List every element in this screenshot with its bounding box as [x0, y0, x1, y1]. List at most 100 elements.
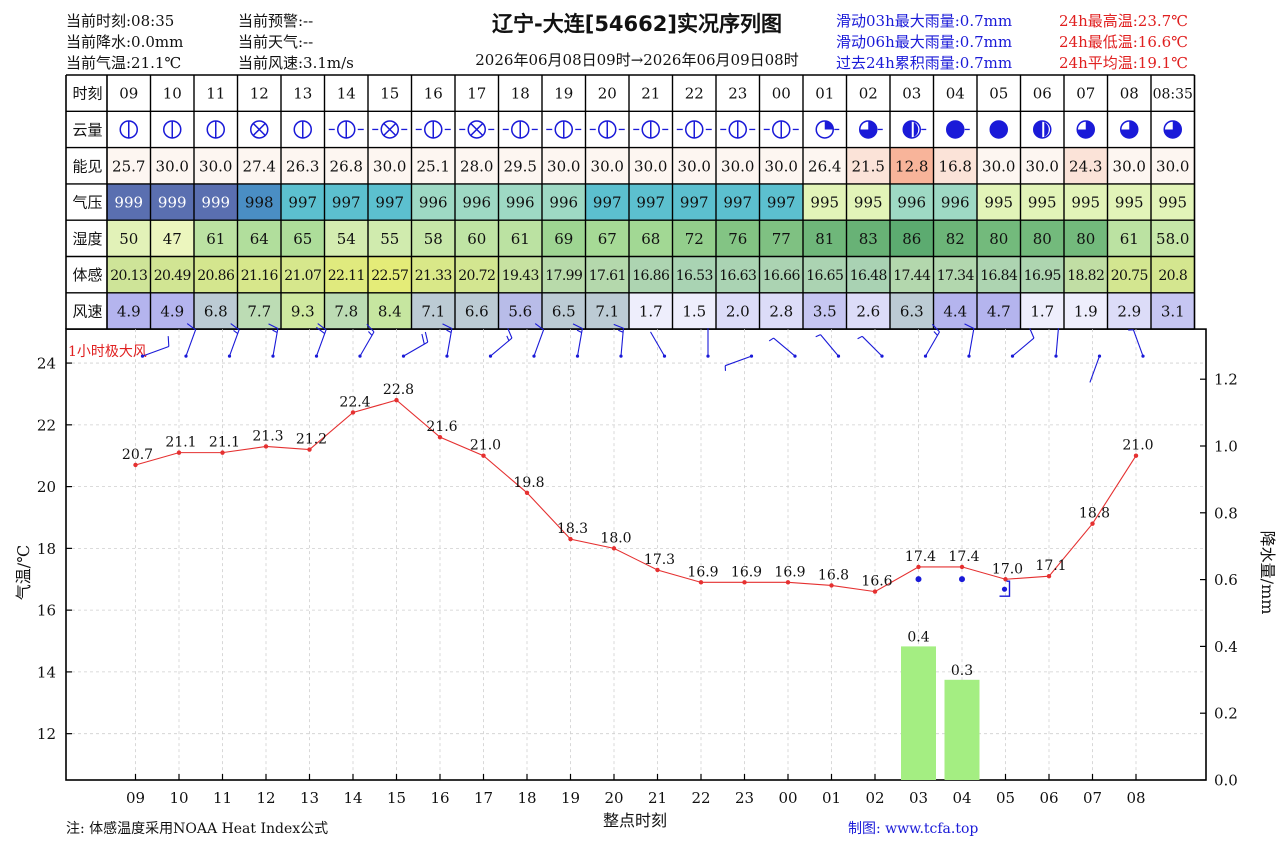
wind-barb-feather: [272, 329, 278, 333]
table-cell-feels-like: [1151, 256, 1195, 293]
cloud-cover-icon: [163, 120, 182, 139]
table-cell-visibility: [1020, 147, 1064, 184]
temperature-label: 19.8: [513, 475, 544, 491]
table-value-visibility: 24.3: [1069, 157, 1102, 175]
table-cell-wind-speed: [672, 292, 716, 330]
table-cell-pressure: [542, 183, 586, 221]
table-cell-hour: [498, 75, 542, 112]
table-hour-label: 04: [946, 85, 965, 103]
wind-barb-icon: [488, 328, 513, 358]
table-value-visibility: 30.0: [1026, 157, 1059, 175]
table-value-wind-speed: 4.7: [987, 302, 1011, 320]
table-value-wind-speed: 4.9: [117, 302, 141, 320]
current-status-block: 当前时刻:08:35 当前降水:0.0mm 当前气温:21.1℃: [66, 11, 183, 74]
table-value-visibility: 30.0: [678, 157, 711, 175]
cloud-cover-icon: [989, 120, 1008, 139]
table-hour-label: 06: [1033, 85, 1052, 103]
table-value-feels-like: 16.53: [676, 268, 713, 284]
x-tick-label: 21: [648, 789, 667, 807]
table-cell-wind-speed: [237, 292, 281, 330]
table-cell-hour: [890, 75, 934, 112]
table-value-humidity: 67: [598, 230, 617, 248]
table-value-pressure: 996: [506, 194, 535, 212]
table-cell-pressure: [1064, 183, 1108, 221]
wind-barb-shaft: [359, 331, 375, 357]
current-wind: 当前风速:3.1m/s: [238, 54, 354, 72]
table-cell-pressure: [107, 183, 151, 221]
table-hour-label: 21: [641, 85, 660, 103]
table-value-pressure: 995: [810, 194, 839, 212]
cloud-cross: [252, 122, 266, 136]
table-value-pressure: 995: [854, 194, 883, 212]
wind-barb-feather: [507, 328, 513, 339]
table-value-pressure: 999: [114, 194, 143, 212]
wind-barb-icon: [815, 334, 841, 358]
x-tick-label: 11: [213, 789, 232, 807]
table-row-label: 能见: [72, 157, 102, 175]
wind-barb-feather: [857, 335, 863, 340]
table-value-wind-speed: 2.0: [726, 302, 750, 320]
cloud-cover-icon: [902, 120, 927, 139]
temperature-point: [524, 490, 530, 495]
wind-barb-feather: [1029, 328, 1035, 339]
wind-barb-shaft: [446, 328, 453, 357]
wind-barb-icon: [1089, 354, 1102, 383]
y-right-tick-label: 1.2: [1214, 371, 1238, 389]
table-cell-humidity: [977, 220, 1021, 257]
table-cell-visibility: [1151, 147, 1195, 184]
table-value-wind-speed: 4.4: [943, 302, 967, 320]
table-value-visibility: 30.0: [547, 157, 580, 175]
table-hour-label: 15: [380, 85, 399, 103]
current-precip: 当前降水:0.0mm: [66, 33, 184, 51]
temperature-point: [307, 447, 312, 452]
table-value-pressure: 997: [332, 194, 361, 212]
table-hour-label: 12: [250, 85, 269, 103]
table-cell-pressure: [933, 183, 977, 221]
table-cell-feels-like: [585, 256, 629, 293]
table-value-pressure: 995: [1158, 194, 1187, 212]
wind-barb-icon: [706, 328, 710, 358]
table-cell-humidity: [194, 220, 238, 257]
temperature-label: 21.2: [296, 432, 327, 448]
temp-stats-block: 24h最高温:23.7℃ 24h最低温:16.6℃ 24h平均温:19.1℃: [1059, 11, 1188, 74]
table-hour-label: 02: [859, 85, 878, 103]
y-tick-label: 20: [37, 478, 56, 496]
table-value-feels-like: 20.75: [1111, 268, 1148, 284]
table-value-humidity: 80: [1076, 230, 1095, 248]
table-cell-pressure: [1151, 183, 1195, 221]
table-cell-hour: [150, 75, 194, 112]
table-cell-humidity: [716, 220, 760, 257]
table-cell-visibility: [1107, 147, 1151, 184]
table-value-visibility: 30.0: [1113, 157, 1146, 175]
wind-barb-shaft: [272, 328, 279, 357]
table-cell-feels-like: [498, 256, 542, 293]
table-value-feels-like: 17.61: [589, 268, 626, 284]
table-cell-pressure: [977, 183, 1021, 221]
cloud-fill: [913, 121, 919, 137]
cloud-fill: [1164, 120, 1182, 138]
wind-barb-icon: [1010, 328, 1035, 358]
table-cell-visibility: [933, 147, 977, 184]
temperature-label: 16.6: [861, 574, 892, 590]
cloud-cover-icon: [676, 120, 712, 139]
x-tick-label: 05: [996, 789, 1015, 807]
table-cell-wind-speed: [542, 292, 586, 330]
table-cell-hour: [977, 75, 1021, 112]
table-value-visibility: 30.0: [373, 157, 406, 175]
table-value-pressure: 997: [593, 194, 622, 212]
table-cell-wind-speed: [1107, 292, 1151, 330]
current-temp: 当前气温:21.1℃: [66, 54, 182, 72]
table-value-pressure: 997: [375, 194, 404, 212]
shower-bracket-icon: [999, 580, 1011, 597]
cloud-cover-icon: [859, 120, 883, 139]
table-value-humidity: 80: [989, 230, 1008, 248]
table-cell-feels-like: [542, 256, 586, 293]
table-value-feels-like: 19.43: [502, 268, 539, 284]
x-tick-label: 17: [474, 789, 493, 807]
wind-barb-icon: [1128, 329, 1145, 358]
table-value-visibility: 26.4: [808, 157, 841, 175]
table-value-visibility: 26.8: [330, 157, 363, 175]
wind-barb-icon: [140, 336, 170, 358]
